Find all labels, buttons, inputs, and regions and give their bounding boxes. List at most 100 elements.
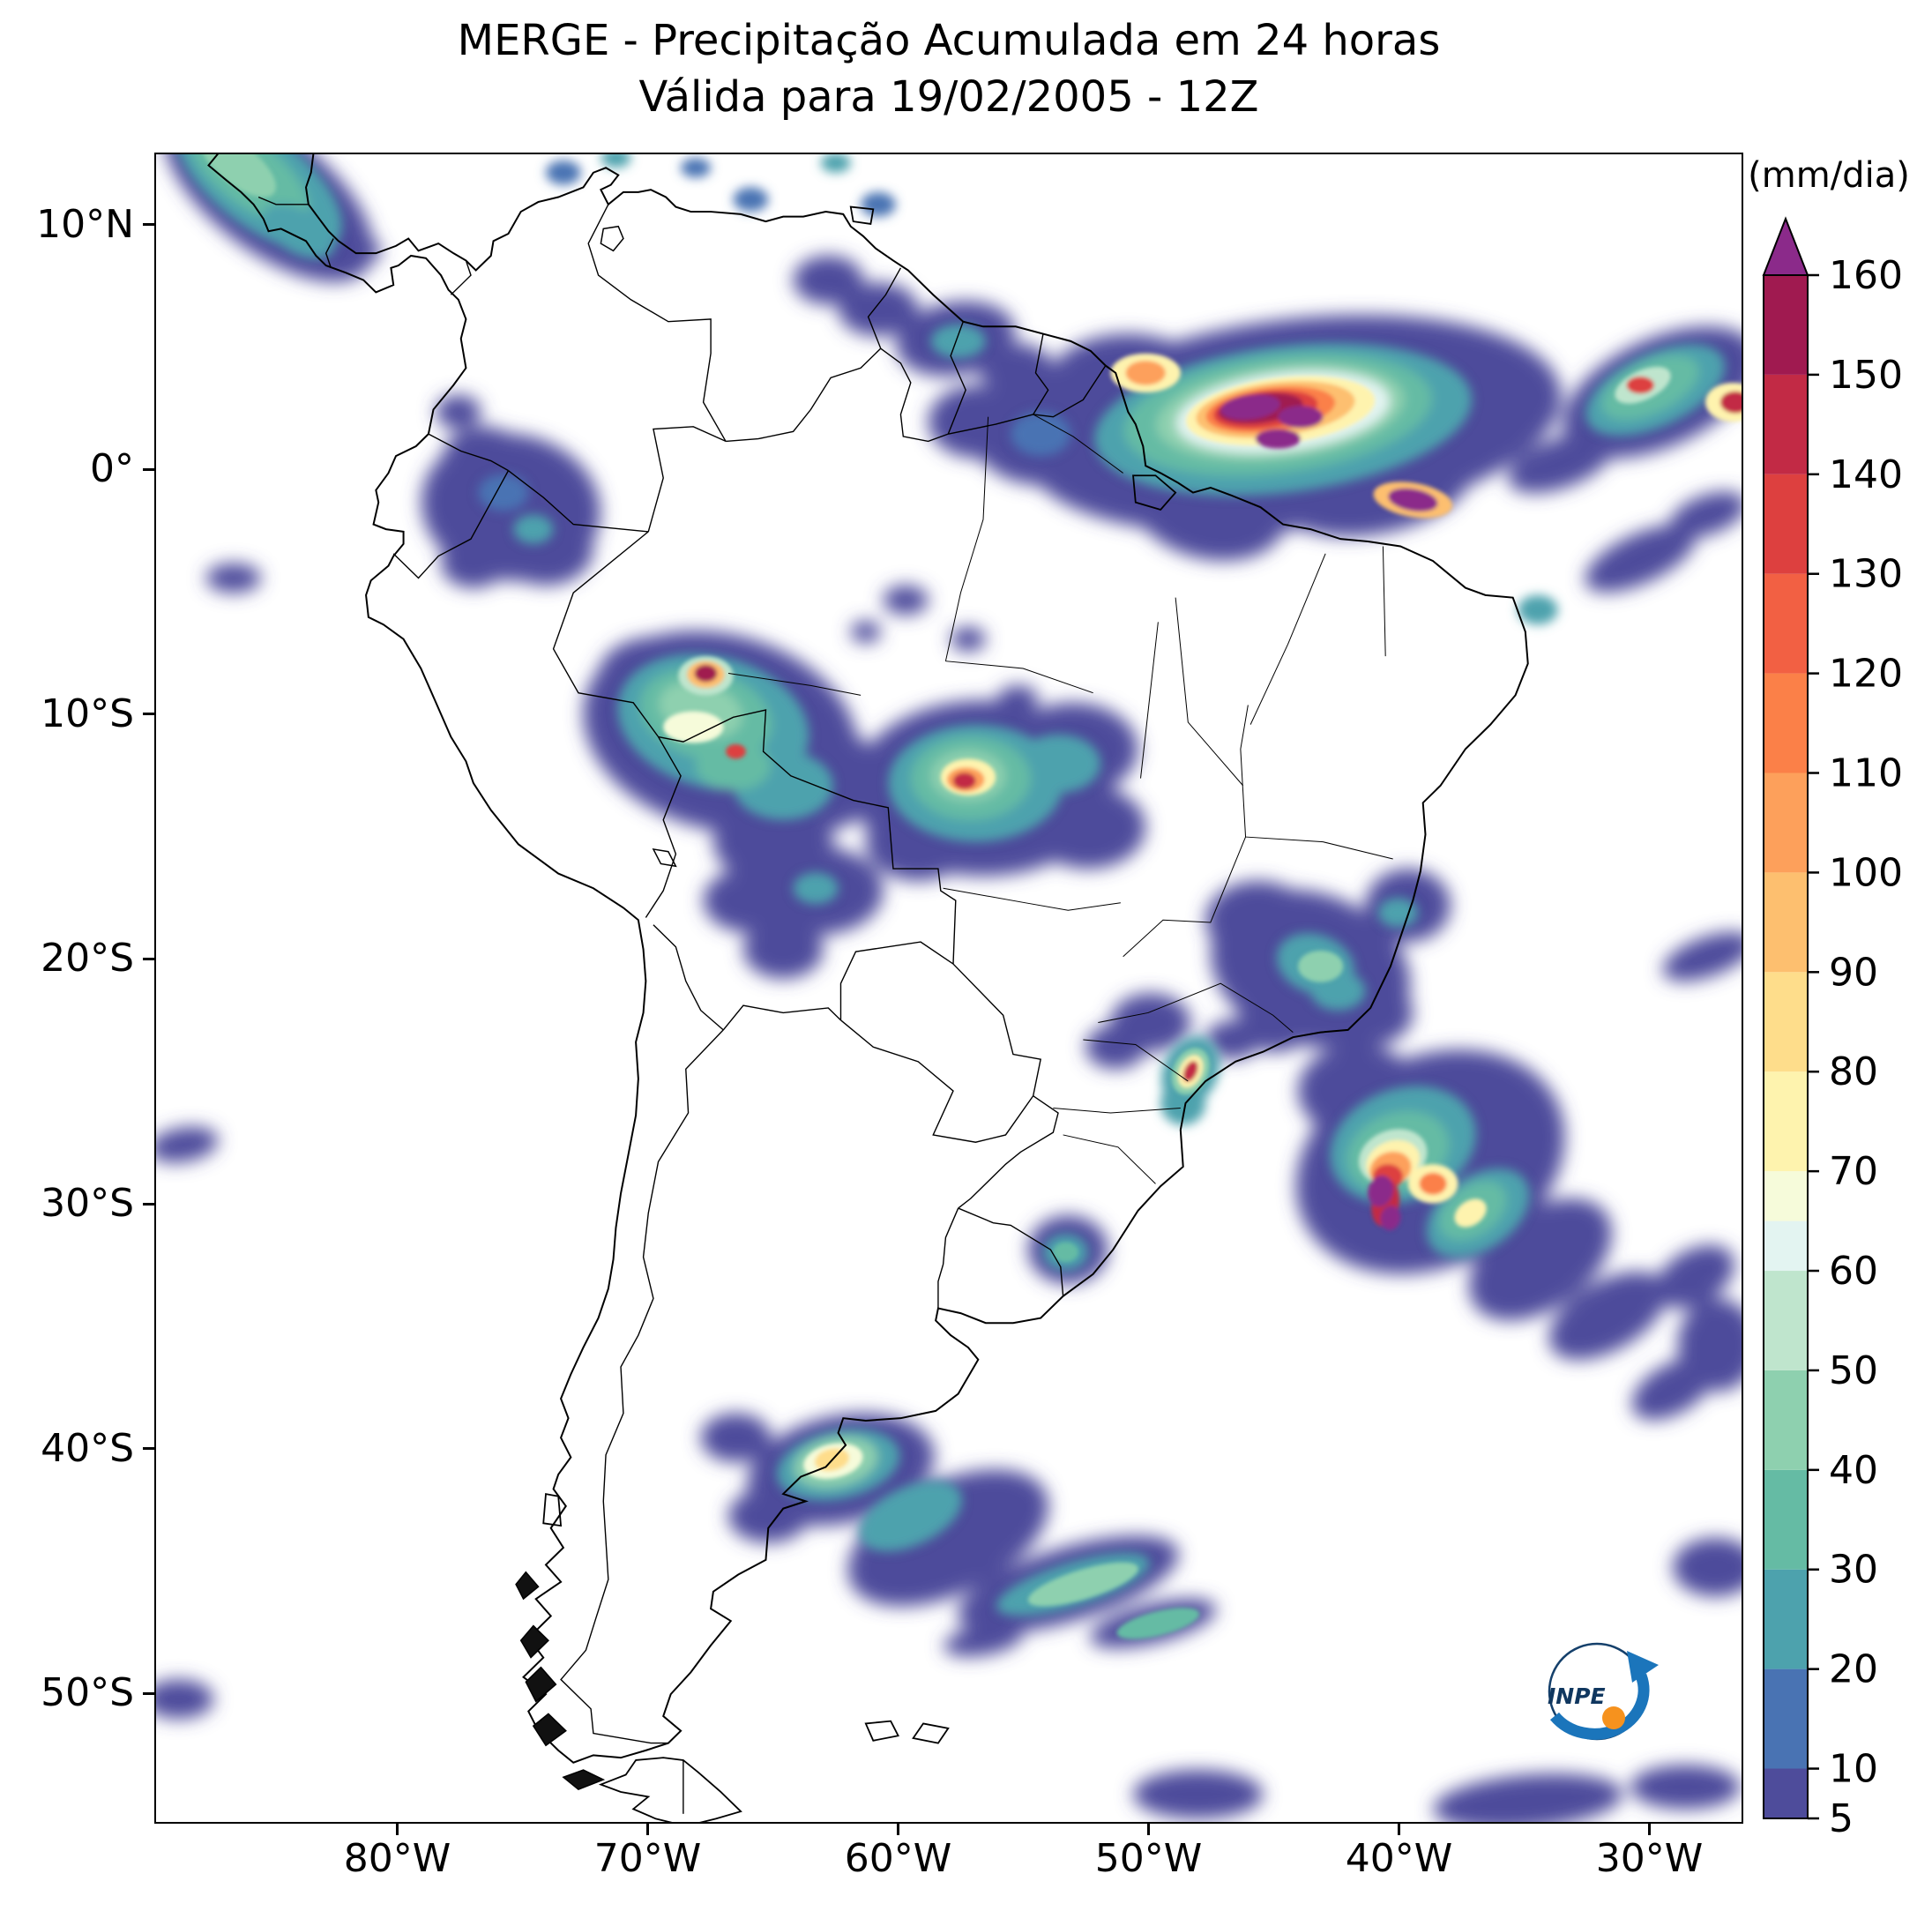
island-outline — [1132, 474, 1177, 511]
lon-tick-label: 50°W — [1094, 1836, 1203, 1881]
precip-cell — [1719, 391, 1742, 414]
colorbar-segment — [1764, 1271, 1808, 1370]
lat-tick-mark — [143, 957, 154, 960]
state-border — [1033, 414, 1123, 474]
inpe-logo: INPE — [1548, 1642, 1659, 1741]
fjord-island — [532, 1713, 567, 1747]
precip-cell — [1669, 491, 1742, 538]
chart-title: MERGE - Precipitação Acumulada em 24 hor… — [154, 12, 1743, 125]
precip-cell — [1278, 406, 1324, 429]
precip-cell — [1368, 1175, 1393, 1207]
colorbar-frame — [1763, 274, 1809, 1819]
country-border — [324, 238, 334, 269]
colorbar-segment — [1764, 573, 1808, 674]
precip-cell — [1585, 525, 1697, 593]
lon-tick-label: 30°W — [1595, 1836, 1704, 1881]
lat-tick-mark — [143, 1202, 154, 1206]
precip-layer-light — [156, 154, 1742, 1822]
country-border — [947, 321, 966, 435]
island-outline — [849, 205, 875, 225]
precip-cell — [703, 869, 794, 933]
lon-tick-mark — [1397, 1824, 1400, 1835]
precip-cell — [1656, 1244, 1735, 1309]
country-border — [952, 963, 1041, 1096]
lon-tick-mark — [395, 1824, 399, 1835]
precipitation-map — [156, 154, 1742, 1822]
lon-tick-label: 60°W — [844, 1836, 952, 1881]
precip-cell — [1027, 1562, 1138, 1607]
precip-cell — [1454, 1198, 1487, 1228]
precip-layer-intense — [201, 154, 1742, 1639]
colorbar-tick-label: 100 — [1829, 850, 1903, 895]
precip-cell — [1205, 880, 1311, 959]
precip-cell — [1518, 594, 1558, 625]
precip-cell — [1662, 931, 1742, 982]
precip-cell — [1015, 734, 1101, 794]
lon-tick-mark — [1647, 1824, 1651, 1835]
lat-tick-label: 30°S — [41, 1181, 134, 1226]
colorbar-segment — [1764, 972, 1808, 1072]
country-border — [647, 426, 727, 533]
colorbar-tick-label: 10 — [1829, 1747, 1878, 1792]
chart-title-line2: Válida para 19/02/2005 - 12Z — [638, 72, 1259, 122]
fjord-island — [525, 1666, 557, 1703]
state-border — [1053, 1108, 1181, 1114]
state-border — [1083, 1039, 1189, 1082]
lat-tick-label: 50°S — [41, 1670, 134, 1716]
state-border — [1175, 597, 1244, 787]
colorbar-segment — [1764, 374, 1808, 474]
lat-tick-mark — [143, 467, 154, 471]
precip-cell — [726, 743, 746, 759]
state-border — [1249, 553, 1326, 725]
state-border — [1098, 982, 1294, 1033]
country-border — [867, 267, 902, 349]
colorbar-segment — [1764, 872, 1808, 973]
precip-cell — [727, 1489, 809, 1543]
precip-cell — [1220, 394, 1280, 420]
state-border — [943, 887, 1121, 911]
colorbar-tick-label: 150 — [1829, 353, 1903, 398]
state-border — [944, 416, 989, 661]
precip-cell — [861, 191, 896, 217]
lat-tick-mark — [143, 223, 154, 227]
colorbar-tick-label: 160 — [1829, 253, 1903, 298]
precip-cell — [156, 1679, 214, 1719]
country-border — [958, 1207, 1064, 1296]
country-border — [257, 196, 309, 205]
fjord-island — [519, 1624, 549, 1659]
lon-tick-mark — [645, 1824, 649, 1835]
precip-cell — [681, 158, 712, 178]
island-outline — [912, 1722, 950, 1744]
precip-cell — [944, 1624, 1023, 1657]
precip-cell — [1380, 1206, 1401, 1230]
precip-cell — [838, 282, 919, 337]
colorbar-tick-label: 110 — [1829, 751, 1903, 796]
colorbar-segment — [1764, 474, 1808, 574]
lat-tick-mark — [143, 1691, 154, 1695]
precip-cell — [700, 1413, 772, 1463]
inpe-logo-arrowhead-icon — [1627, 1651, 1659, 1683]
precip-cell — [1182, 1061, 1198, 1082]
colorbar-segment — [1764, 1071, 1808, 1172]
precip-cell — [1255, 429, 1301, 449]
precip-cell — [1133, 1769, 1264, 1819]
lat-tick-label: 10°N — [36, 201, 134, 247]
colorbar-tick-label: 120 — [1829, 652, 1903, 697]
lon-tick-label: 80°W — [343, 1836, 451, 1881]
precip-cell — [850, 620, 881, 643]
lon-tick-label: 40°W — [1345, 1836, 1453, 1881]
precip-cell — [793, 255, 864, 305]
lake-outline — [652, 847, 677, 868]
country-border — [653, 924, 724, 1031]
precip-cell — [733, 187, 769, 213]
precip-cell — [1388, 488, 1438, 512]
fjord-island — [515, 1571, 540, 1601]
country-border — [937, 1207, 959, 1309]
precip-cell — [1631, 1357, 1714, 1420]
colorbar: 5 10 20 30 40 50 60 70 80 90 100 110 120 130 140 150 160 — [1755, 212, 1931, 1887]
country-border — [880, 347, 949, 443]
colorbar-tick-label: 140 — [1829, 452, 1903, 497]
chart-title-line1: MERGE - Precipitação Acumulada em 24 hor… — [457, 16, 1441, 65]
colorbar-segment — [1764, 1469, 1808, 1570]
country-border — [450, 260, 472, 295]
